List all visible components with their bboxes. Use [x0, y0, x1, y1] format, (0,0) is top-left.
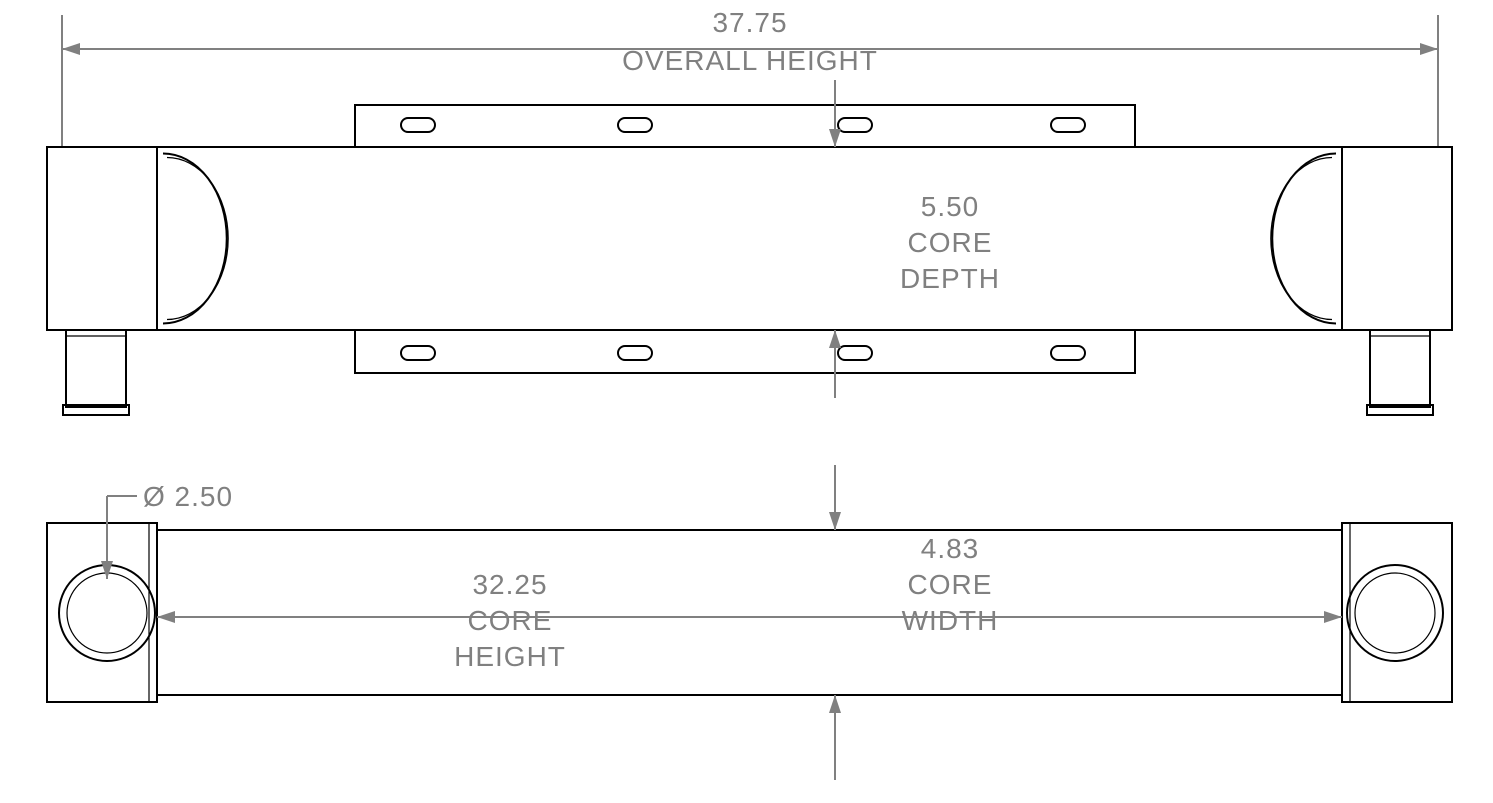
port-right-bottom — [1347, 565, 1443, 661]
core-depth-label2: DEPTH — [900, 263, 1000, 294]
core-height-label2: HEIGHT — [454, 641, 566, 672]
core-width-label2: WIDTH — [902, 605, 999, 636]
core-height-label1: CORE — [468, 605, 553, 636]
core-width-label1: CORE — [908, 569, 993, 600]
core-depth-label1: CORE — [908, 227, 993, 258]
port-left-bottom — [59, 565, 155, 661]
overall-height-label: OVERALL HEIGHT — [622, 45, 878, 76]
port-diameter: Ø 2.50 — [143, 481, 233, 512]
overall-height-value: 37.75 — [712, 7, 787, 38]
core-height-value: 32.25 — [472, 569, 547, 600]
core-depth-value: 5.50 — [921, 191, 980, 222]
core-width-value: 4.83 — [921, 533, 980, 564]
